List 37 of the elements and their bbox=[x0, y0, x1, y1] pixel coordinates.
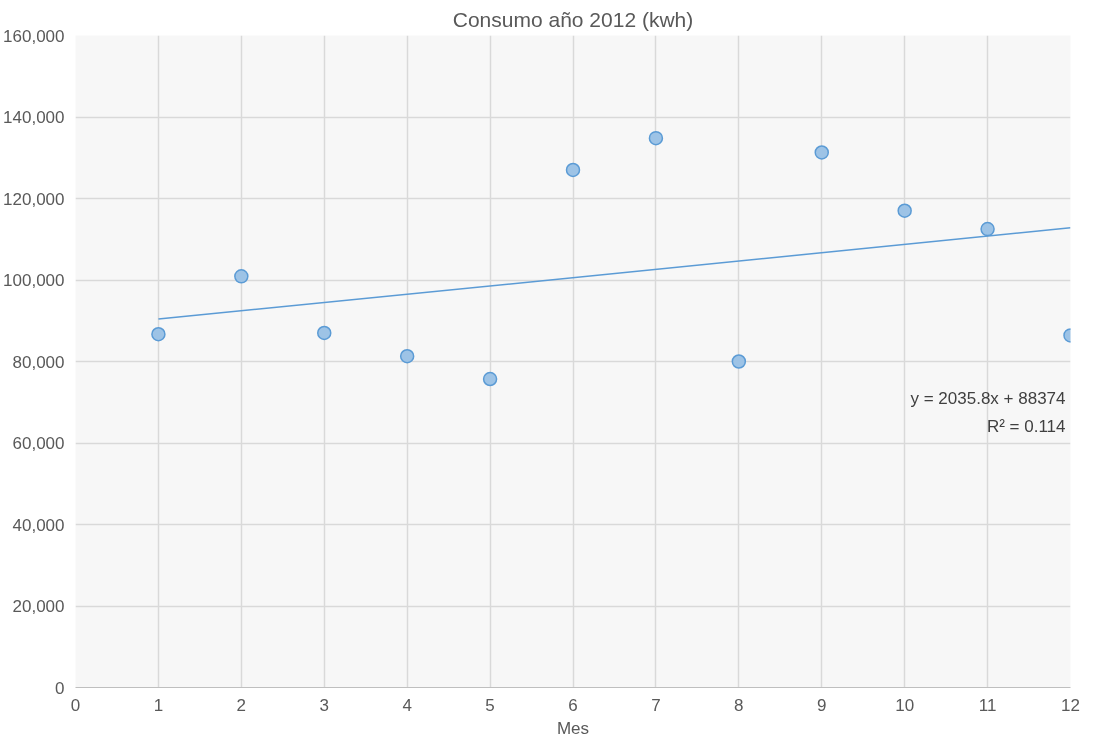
point bbox=[731, 354, 747, 369]
y-tick-label: 20,000 bbox=[12, 597, 65, 616]
x-tick-label: 6 bbox=[568, 695, 578, 715]
point bbox=[648, 130, 664, 146]
x-tick-label: 1 bbox=[153, 695, 164, 715]
x-axis-title: Mes bbox=[556, 718, 590, 738]
y-tick-label: 80,000 bbox=[12, 352, 65, 372]
x-tick-label: 9 bbox=[817, 695, 827, 715]
y-tick-label: 140,000 bbox=[3, 108, 65, 127]
y-tick-label: 60,000 bbox=[12, 434, 65, 453]
x-tick-label: 10 bbox=[895, 695, 915, 715]
x-tick-label: 4 bbox=[402, 695, 412, 715]
x-tick-label: 7 bbox=[651, 695, 661, 715]
y-tick-label: 100,000 bbox=[3, 271, 65, 290]
x-tick-label: 8 bbox=[734, 695, 744, 715]
annotation: y = 2035.8x + 88374 bbox=[910, 388, 1066, 408]
point bbox=[814, 145, 829, 160]
x-tick-label: 12 bbox=[1061, 695, 1080, 715]
x-tick-label: 3 bbox=[319, 695, 329, 715]
point bbox=[151, 326, 166, 342]
chart-title: Consumo año 2012 (kwh) bbox=[452, 7, 694, 31]
annotation: R² = 0.114 bbox=[986, 416, 1066, 436]
x-tick-label: 0 bbox=[70, 695, 81, 715]
x-tick-label: 11 bbox=[978, 695, 997, 715]
x-tick-label: 5 bbox=[485, 695, 495, 715]
point bbox=[897, 203, 912, 218]
y-tick-label: 120,000 bbox=[3, 189, 65, 209]
y-tick-label: 40,000 bbox=[12, 515, 65, 535]
x-tick-label: 2 bbox=[236, 695, 247, 715]
point bbox=[565, 162, 581, 178]
point bbox=[399, 348, 415, 364]
point bbox=[317, 325, 332, 341]
y-tick-label: 160,000 bbox=[3, 26, 65, 46]
point bbox=[482, 371, 498, 387]
point bbox=[980, 221, 995, 237]
point bbox=[234, 269, 249, 284]
y-tick-label: 0 bbox=[55, 678, 65, 698]
